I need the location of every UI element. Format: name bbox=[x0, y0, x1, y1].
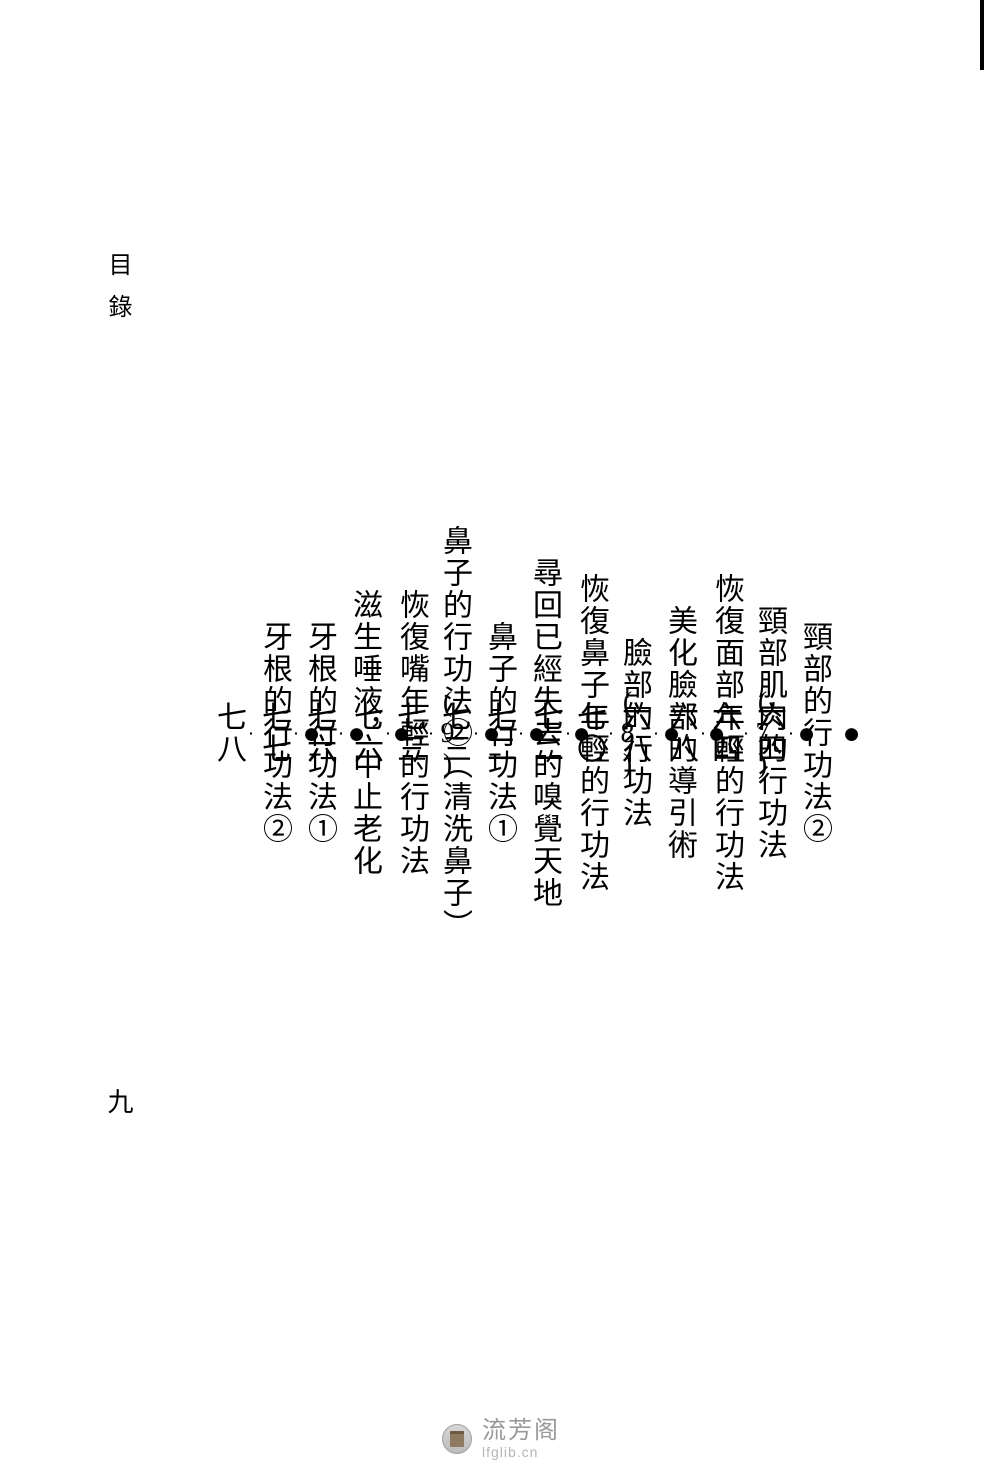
bullet-icon: ● bbox=[386, 717, 416, 750]
bullet-icon: ● bbox=[296, 717, 326, 750]
bullet-icon: ● bbox=[476, 717, 506, 750]
toc-pagenum: 七八 bbox=[206, 701, 250, 765]
toc-entry: ●滋生唾液，中止老化七六 bbox=[382, 0, 416, 1466]
bullet-icon: ● bbox=[341, 717, 371, 750]
toc-entry: ●尋回已經失去的嗅覺天地七二 bbox=[562, 0, 596, 1466]
running-head: 目錄 bbox=[100, 252, 135, 336]
section-number: (7) bbox=[748, 687, 776, 780]
book-icon bbox=[442, 1424, 472, 1454]
toc-entry: (7)恢復面部年輕的行功法六八 bbox=[742, 0, 776, 1466]
toc-entry: ●頸部的行功法②六四 bbox=[832, 0, 866, 1466]
toc-entry: ●臉部的行功法七〇 bbox=[652, 0, 686, 1466]
toc-entry: (8)恢復鼻子年輕的行功法七二 bbox=[607, 0, 641, 1466]
section-number: (9) bbox=[433, 687, 461, 780]
dotted-leader bbox=[250, 728, 252, 738]
toc-entry: ●鼻子的行功法②（清洗鼻子）七三 bbox=[472, 0, 506, 1466]
bullet-icon: ● bbox=[791, 717, 821, 750]
bullet-icon: ● bbox=[566, 717, 596, 750]
toc-entry: (9)恢復嘴年輕的行功法七六 bbox=[427, 0, 461, 1466]
toc-entry: ●頸部肌肉的行功法六四 bbox=[787, 0, 821, 1466]
watermark-title: 流芳阁 bbox=[482, 1418, 560, 1444]
toc-title: 牙根的行功法② bbox=[252, 621, 296, 845]
toc-entry: ●牙根的行功法②七八 bbox=[292, 0, 326, 1466]
scan-edge-artifact bbox=[980, 0, 984, 70]
section-number: (8) bbox=[613, 687, 641, 780]
toc-entry: ●牙根的行功法①七七 bbox=[337, 0, 371, 1466]
bullet-icon: ● bbox=[701, 717, 731, 750]
watermark: 流芳阁 lfglib.cn bbox=[442, 1418, 560, 1460]
bullet-icon: ● bbox=[521, 717, 551, 750]
toc-entry: ●鼻子的行功法①七三 bbox=[517, 0, 551, 1466]
toc-entry: ●美化臉部的導引術六八 bbox=[697, 0, 731, 1466]
bullet-icon: ● bbox=[656, 717, 686, 750]
folio-number: 九 bbox=[100, 1088, 137, 1114]
watermark-url: lfglib.cn bbox=[482, 1445, 560, 1460]
bullet-icon: ● bbox=[836, 717, 866, 750]
